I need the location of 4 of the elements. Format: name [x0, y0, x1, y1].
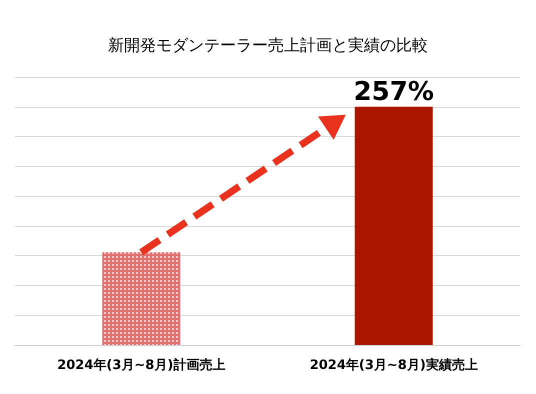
x-tick-label: 2024年(3月~8月)計画売上	[57, 357, 226, 373]
chart-title: 新開発モダンテーラー売上計画と実績の比較	[108, 36, 428, 54]
x-tick-label: 2024年(3月~8月)実績売上	[310, 357, 478, 373]
data-label: 257%	[354, 76, 434, 107]
